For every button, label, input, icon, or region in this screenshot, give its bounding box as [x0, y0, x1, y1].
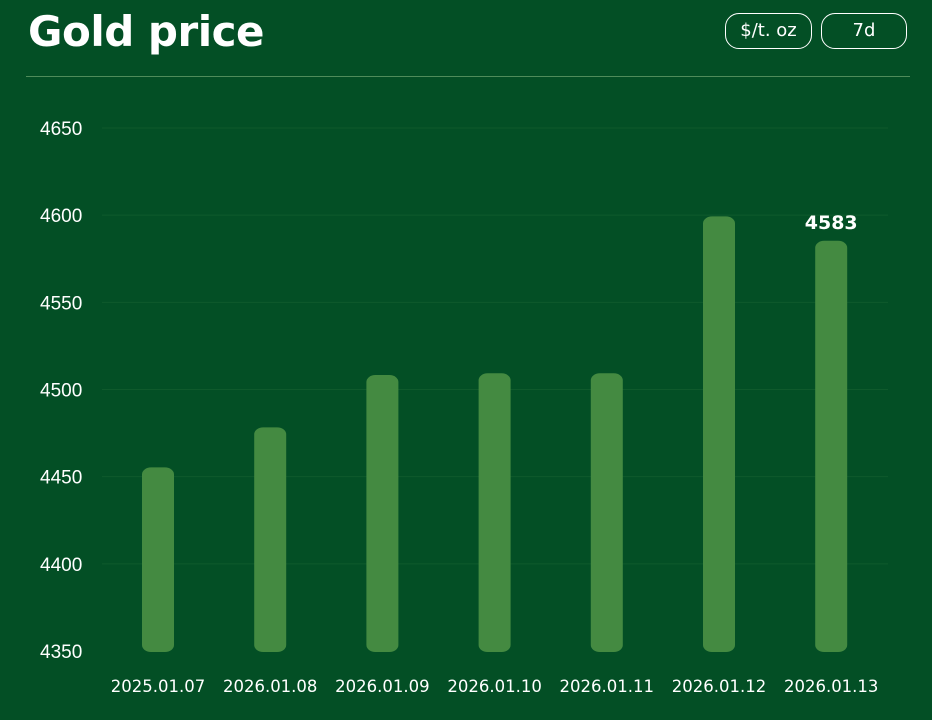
y-tick-label: 4500 — [40, 381, 82, 402]
bar-2026.01.13[interactable] — [815, 240, 848, 652]
y-tick-label: 4650 — [40, 119, 82, 140]
x-tick-label: 2026.01.12 — [672, 677, 766, 696]
page-title: Gold price — [28, 7, 264, 56]
header-divider — [26, 76, 910, 77]
bar-2026.01.08[interactable] — [254, 427, 287, 652]
bar-2026.01.11[interactable] — [590, 373, 623, 652]
time-range-button[interactable]: 7d — [821, 13, 907, 49]
x-tick-label: 2026.01.11 — [560, 677, 654, 696]
x-tick-label: 2026.01.10 — [447, 677, 541, 696]
bar-2026.01.10[interactable] — [478, 373, 511, 652]
y-tick-label: 4350 — [40, 642, 82, 663]
x-tick-label: 2025.01.07 — [111, 677, 205, 696]
chart-header: Gold price $/t. oz 7d — [0, 0, 932, 76]
data-label: 4583 — [805, 212, 858, 234]
y-tick-label: 4600 — [40, 206, 82, 227]
x-tick-label: 2026.01.09 — [335, 677, 429, 696]
y-axis-ticks: 4350 4400 4450 4500 4550 4600 4650 — [40, 119, 82, 663]
y-tick-label: 4550 — [40, 293, 82, 314]
unit-toggle-button[interactable]: $/t. oz — [725, 13, 812, 49]
x-tick-label: 2026.01.08 — [223, 677, 317, 696]
data-labels: 4583 — [805, 212, 858, 234]
y-tick-label: 4450 — [40, 468, 82, 489]
bar-2026.01.09[interactable] — [366, 375, 399, 652]
bars — [142, 216, 848, 652]
x-axis-ticks: 2025.01.07 2026.01.08 2026.01.09 2026.01.10… — [111, 677, 879, 696]
bar-2025.01.07[interactable] — [142, 467, 174, 652]
bar-2026.01.12[interactable] — [703, 216, 735, 652]
y-tick-label: 4400 — [40, 555, 82, 576]
x-tick-label: 2026.01.13 — [784, 677, 878, 696]
